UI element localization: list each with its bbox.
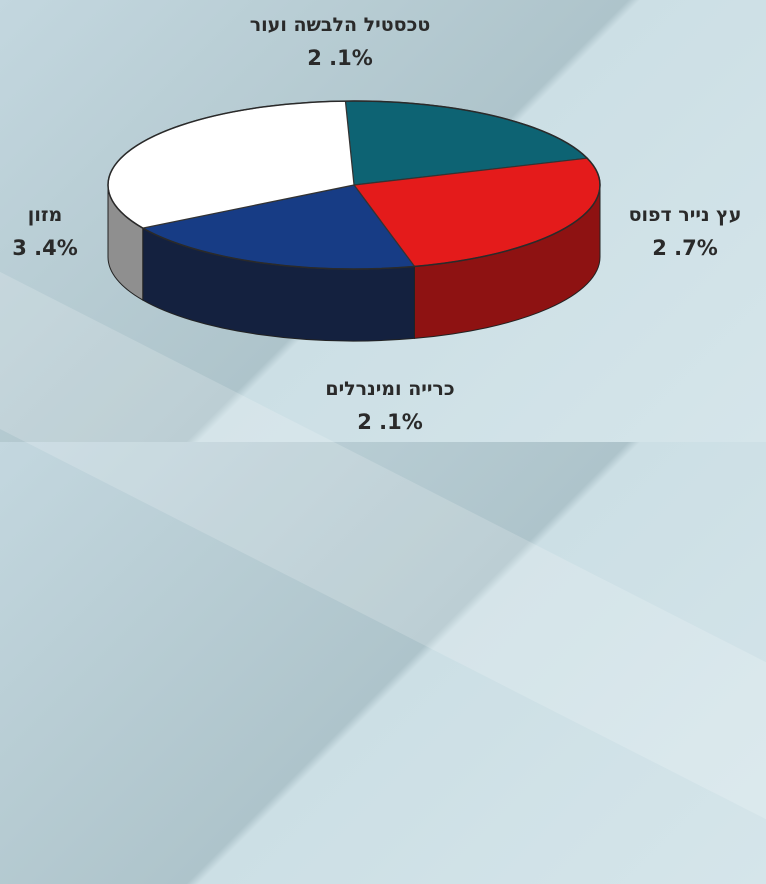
pie-chart [107, 100, 601, 342]
pie-sides [107, 184, 601, 342]
slice-value-wood-paper: 2 .7% [652, 236, 718, 260]
slice-label-mining: כרייה ומינרלים [325, 378, 455, 400]
slice-value-textile: 2 .1% [307, 46, 373, 70]
slice-label-food: מזון [27, 204, 63, 226]
slice-label-wood-paper: עץ נייר דפוס [628, 204, 742, 226]
slice-value-mining: 2 .1% [357, 410, 423, 434]
slice-value-food: 3 .4% [12, 236, 78, 260]
pie-slices [107, 100, 601, 270]
label-wood-paper: עץ נייר דפוס 2 .7% [600, 204, 766, 260]
pie-rim [107, 100, 601, 270]
slice-label-textile: טכסטיל הלבשה ועור [249, 14, 431, 36]
label-textile: טכסטיל הלבשה ועור 2 .1% [200, 14, 480, 70]
label-food: מזון 3 .4% [0, 204, 90, 260]
label-mining: כרייה ומינרלים 2 .1% [250, 378, 530, 434]
